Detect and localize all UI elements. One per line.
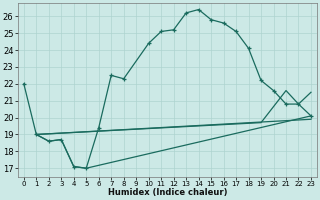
X-axis label: Humidex (Indice chaleur): Humidex (Indice chaleur) xyxy=(108,188,227,197)
